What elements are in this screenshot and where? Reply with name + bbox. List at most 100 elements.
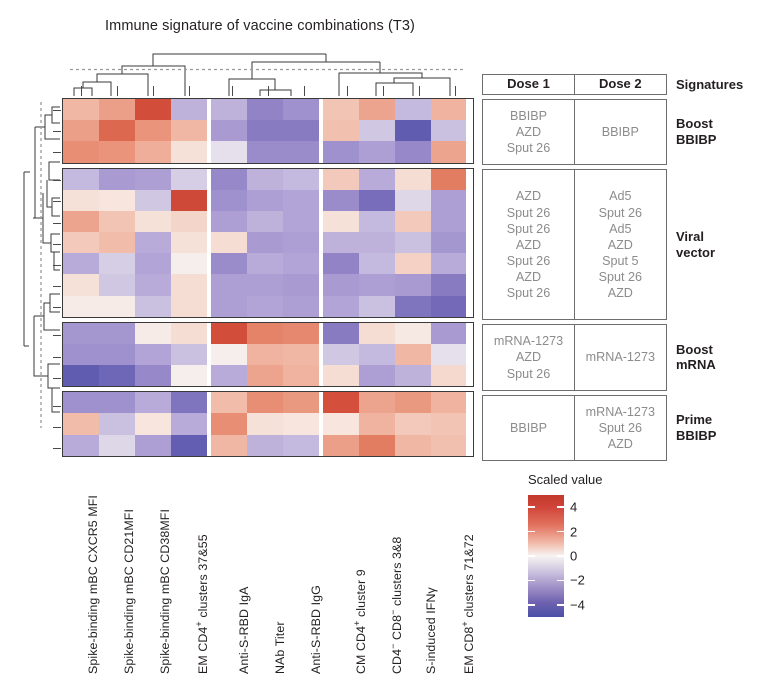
heatmap-cell — [394, 343, 431, 366]
heatmap-cell — [134, 365, 171, 387]
heatmap-cell — [170, 365, 207, 387]
heatmap-cell — [322, 99, 359, 121]
column-tick — [418, 86, 420, 96]
dose2-header: Dose 2 — [573, 74, 667, 95]
column-tick — [382, 86, 384, 96]
row-tick — [53, 405, 61, 407]
heatmap-cell — [430, 253, 467, 275]
heatmap-cell — [63, 253, 99, 275]
heatmap-row — [322, 232, 467, 254]
row-tick — [53, 201, 61, 203]
heatmap-row — [210, 232, 319, 254]
heatmap-cell — [170, 434, 207, 456]
dose-value: BBIBP — [601, 125, 639, 140]
column-tick — [153, 86, 155, 96]
heatmap-row — [210, 322, 319, 344]
heatmap-cell — [170, 189, 207, 211]
heatmap-row — [322, 322, 467, 344]
heatmap-cell — [210, 253, 247, 275]
heatmap-row — [210, 99, 319, 121]
heatmap-cell — [430, 434, 467, 456]
legend-tick-mark — [528, 604, 535, 606]
signature-label: Prime BBIBP — [676, 411, 717, 443]
heatmap-cell — [98, 253, 135, 275]
heatmap-cell — [134, 253, 171, 275]
heatmap-cell — [63, 274, 99, 296]
heatmap-cell — [63, 343, 99, 366]
heatmap-cell — [430, 295, 467, 317]
legend-tick-label: −2 — [570, 572, 585, 588]
heatmap-row — [210, 253, 319, 275]
heatmap-cell — [430, 365, 467, 387]
dose2-cell: Ad5 Sput 26 Ad5 AZD Sput 5 Sput 26 AZD — [573, 169, 667, 321]
heatmap-cell — [134, 120, 171, 142]
heatmap-row — [210, 189, 319, 211]
dose-value: Ad5 — [609, 189, 632, 204]
heatmap-row — [322, 168, 467, 190]
heatmap-cell — [246, 295, 283, 317]
heatmap-cell — [322, 141, 359, 163]
heatmap-cell — [63, 392, 99, 414]
heatmap-cell — [98, 392, 135, 414]
heatmap-row — [322, 365, 467, 387]
heatmap-col-block — [322, 322, 467, 387]
heatmap-cell — [210, 120, 247, 142]
dose-value: Sput 26 — [506, 221, 551, 236]
heatmap-cell — [210, 434, 247, 456]
heatmap-cell — [358, 392, 395, 414]
heatmap-cell — [63, 295, 99, 317]
heatmap-row — [63, 365, 207, 387]
heatmap-cell — [170, 295, 207, 317]
heatmap-row — [63, 253, 207, 275]
heatmap-col-block — [63, 322, 207, 387]
heatmap-row — [210, 168, 319, 190]
legend-tick-mark — [528, 506, 535, 508]
dose1-cell: BBIBP — [482, 394, 575, 461]
heatmap-cell — [322, 189, 359, 211]
heatmap-cell — [358, 365, 395, 387]
column-label: Anti-S-RBD IgG — [308, 585, 323, 674]
row-dendrogram — [23, 102, 60, 428]
heatmap-cell — [98, 99, 135, 121]
heatmap-cell — [358, 99, 395, 121]
heatmap-cell — [246, 365, 283, 387]
dose1-cell: BBIBP AZD Sput 26 — [482, 99, 575, 166]
heatmap-cell — [322, 392, 359, 414]
heatmap-cell — [246, 99, 283, 121]
dose-annotation-table: Dose 1 Dose 2 BBIBP AZD Sput 26 BBIBP AZD Sput … — [482, 74, 668, 461]
dose-value: AZD — [607, 286, 633, 301]
column-tick — [346, 86, 348, 96]
heatmap-cell — [210, 295, 247, 317]
dose-value: Sput 26 — [598, 205, 643, 220]
dose-value: Sput 26 — [598, 420, 643, 435]
heatmap-cell — [282, 168, 319, 190]
heatmap-cell — [430, 210, 467, 233]
legend-tick-mark — [528, 530, 535, 533]
legend-tick-mark — [557, 506, 564, 508]
heatmap-cell — [322, 120, 359, 142]
heatmap-cell — [322, 210, 359, 233]
color-legend: Scaled value 4 2 0 −2 −4 — [528, 472, 728, 617]
heatmap-cell — [246, 189, 283, 211]
dose1-header: Dose 1 — [482, 74, 575, 95]
annotation-row-block: BBIBP AZD Sput 26 BBIBP — [482, 99, 668, 166]
heatmap-row-block — [62, 391, 474, 457]
heatmap-row — [210, 343, 319, 366]
row-tick — [53, 307, 61, 309]
heatmap-row-block — [62, 167, 474, 318]
heatmap-cell — [394, 120, 431, 142]
heatmap-col-block — [210, 392, 319, 456]
heatmap-cell — [282, 343, 319, 366]
heatmap-cell — [282, 210, 319, 233]
dose2-cell: BBIBP — [573, 99, 667, 166]
signature-label: Boost mRNA — [676, 341, 716, 373]
heatmap-cell — [358, 322, 395, 344]
heatmap-cell — [210, 322, 247, 344]
row-tick — [53, 265, 61, 266]
legend-title: Scaled value — [528, 472, 603, 487]
heatmap-col-block — [63, 168, 207, 317]
heatmap-cell — [246, 253, 283, 275]
heatmap-cell — [358, 413, 395, 435]
column-label: Spike-binding mBC CD38MFI — [158, 508, 173, 674]
heatmap-cell — [98, 413, 135, 435]
